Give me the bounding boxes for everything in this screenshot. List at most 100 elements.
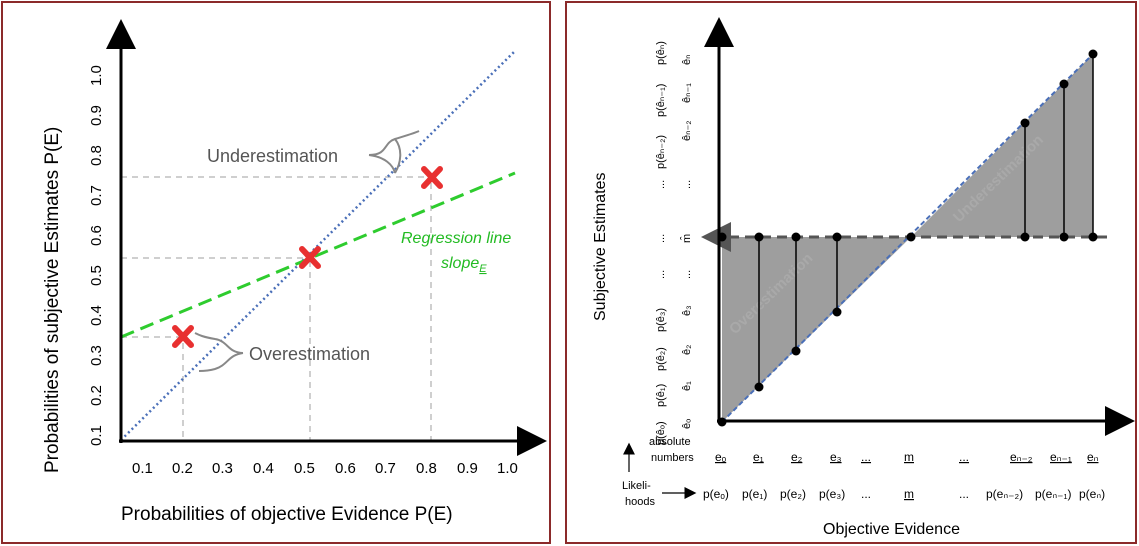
marker-x-2	[299, 246, 321, 269]
y-likelihoods: p(êₒ) p(ê₁) p(ê₂) p(ê₃) ... ... ... p(êₙ…	[655, 41, 667, 445]
data-point	[832, 232, 842, 242]
data-point	[754, 232, 764, 242]
left-panel: Underestimation Overestimation Regressio…	[1, 1, 551, 544]
abs-number: m	[904, 450, 914, 464]
left-guidelines	[121, 176, 432, 440]
y-axis-label: Probabilities of subjective Estimates P(…	[42, 127, 63, 473]
callout-underestimation: Underestimation	[207, 146, 338, 166]
x-axis-label: Probabilities of objective Evidence P(E)	[121, 504, 453, 525]
likelihood: ...	[861, 487, 871, 501]
abs-number: e₁	[753, 450, 764, 464]
y-tick: 0.3	[88, 345, 105, 366]
y-tick: 0.8	[88, 145, 105, 166]
x-tick: 0.7	[375, 460, 396, 477]
callout-overestimation: Overestimation	[249, 344, 370, 364]
y-estimate: ê₂	[681, 345, 693, 355]
identity-line	[120, 50, 516, 441]
absolute-numbers-row: eₒ e₁ e₂ e₃ ... m ... eₙ₋₂ eₙ₋₁ eₙ	[715, 450, 1099, 464]
data-point	[1020, 118, 1030, 128]
y-tick: 0.2	[88, 385, 105, 406]
x-tick: 0.5	[294, 460, 315, 477]
x-tick: 0.4	[253, 460, 274, 477]
y-estimate: êₙ	[681, 54, 693, 65]
x-tick: 0.3	[212, 460, 233, 477]
y-axis-label: Subjective Estimates	[592, 172, 609, 321]
absolute-label: absolute	[649, 436, 691, 448]
x-axis-label: Objective Evidence	[823, 521, 960, 538]
data-point	[1059, 232, 1069, 242]
y-likelihood: p(êₙ₋₁)	[655, 84, 667, 117]
likelihood: p(e₃)	[819, 487, 845, 501]
x-tick: 0.2	[172, 460, 193, 477]
right-panel: Overestimation Underestimation absolute …	[565, 1, 1137, 544]
y-likelihood: p(êₒ)	[655, 421, 667, 445]
y-likelihood: p(ê₂)	[655, 347, 667, 371]
data-point	[791, 232, 801, 242]
data-point	[754, 382, 764, 392]
y-estimate: êₙ₋₁	[681, 83, 693, 103]
regression-line	[120, 171, 516, 339]
data-point	[1020, 232, 1030, 242]
likelihood: p(e₂)	[780, 487, 806, 501]
right-diagram: Overestimation Underestimation absolute …	[592, 17, 1135, 538]
data-point	[791, 346, 801, 356]
x-tick-labels: 0.1 0.2 0.3 0.4 0.5 0.6 0.7 0.8 0.9 1.0	[132, 460, 518, 477]
marker-x-1	[172, 325, 194, 348]
slope-subscript: E	[479, 263, 487, 275]
y-likelihood: p(êₙ)	[655, 41, 667, 65]
data-point	[1059, 79, 1069, 89]
y-tick-labels: 0.1 0.2 0.3 0.4 0.5 0.6 0.7 0.8 0.9 1.0	[88, 65, 105, 446]
over-brace	[194, 332, 244, 372]
y-likelihood: p(ê₁)	[655, 384, 667, 407]
y-tick: 0.6	[88, 225, 105, 246]
abs-number: e₃	[830, 450, 842, 464]
x-tick: 1.0	[497, 460, 518, 477]
slope-label: slopeE	[441, 255, 487, 275]
abs-number: eₒ	[715, 450, 727, 464]
hoods-label: hoods	[625, 496, 655, 508]
x-tick: 0.8	[416, 460, 437, 477]
slope-text: slope	[441, 255, 479, 272]
marker-x-3	[421, 166, 443, 189]
data-point	[1088, 49, 1098, 59]
y-estimate: êₙ₋₂	[681, 120, 693, 141]
x-tick: 0.1	[132, 460, 153, 477]
abs-number: eₙ	[1087, 450, 1099, 464]
abs-number: eₙ₋₂	[1010, 450, 1033, 464]
likelihood: p(eₙ₋₁)	[1035, 487, 1072, 501]
y-tick: 0.1	[88, 425, 105, 446]
y-estimate: ê₁	[681, 381, 693, 391]
regression-label: Regression line	[401, 230, 511, 247]
likelihoods-label: Likeli-	[622, 480, 651, 492]
abs-number: eₙ₋₁	[1050, 450, 1072, 464]
data-point	[906, 232, 916, 242]
y-likelihood: p(êₙ₋₂)	[655, 135, 667, 169]
y-estimates: êₒ ê₁ ê₂ ê₃ ... m̂ ... êₙ₋₂ êₙ₋₁ êₙ	[679, 54, 693, 429]
x-tick: 0.9	[457, 460, 478, 477]
y-likelihood: ...	[655, 180, 667, 189]
y-estimate: ...	[681, 270, 693, 279]
left-diagram: Underestimation Overestimation Regressio…	[42, 19, 547, 525]
likelihoods-row: p(eₒ) p(e₁) p(e₂) p(e₃) ... m ... p(eₙ₋₂…	[703, 487, 1105, 501]
y-tick: 1.0	[88, 65, 105, 86]
identity-line	[721, 53, 1094, 423]
y-likelihood: ...	[655, 234, 667, 243]
likelihood: p(eₒ)	[703, 487, 729, 501]
y-estimate: ê₃	[681, 305, 693, 316]
y-estimate: m̂	[679, 234, 693, 243]
y-tick: 0.5	[88, 265, 105, 286]
x-tick: 0.6	[335, 460, 356, 477]
deviation-lines	[758, 54, 1094, 387]
data-point	[832, 307, 842, 317]
likelihood: p(e₁)	[742, 487, 767, 501]
y-likelihood: p(ê₃)	[655, 308, 667, 332]
y-likelihood: ...	[655, 270, 667, 279]
under-brace	[368, 130, 420, 174]
y-estimate: ...	[681, 180, 693, 189]
abs-number: e₂	[791, 450, 803, 464]
abs-number: ...	[861, 450, 871, 464]
abs-number: ...	[959, 450, 969, 464]
y-tick: 0.4	[88, 305, 105, 326]
likelihood: ...	[959, 487, 969, 501]
y-estimate: êₒ	[681, 419, 693, 429]
